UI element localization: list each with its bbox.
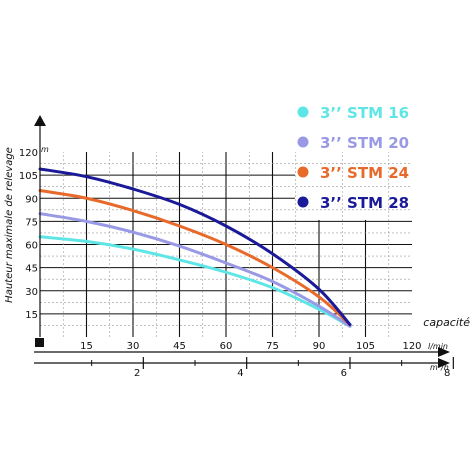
x2-tick-label: 8 bbox=[444, 368, 450, 379]
legend-background bbox=[295, 95, 470, 220]
x2-tick-label: 4 bbox=[237, 368, 243, 379]
x-tick-label: 120 bbox=[402, 341, 421, 352]
legend-swatch bbox=[297, 196, 309, 208]
x-tick-label: 30 bbox=[127, 341, 140, 352]
series-line-1 bbox=[38, 212, 352, 328]
x-axis-unit-lmin: l/min bbox=[428, 342, 448, 351]
y-tick-label: 60 bbox=[25, 241, 38, 252]
x-axis-title: capacité bbox=[423, 316, 470, 329]
legend-swatch bbox=[297, 136, 309, 148]
grid bbox=[40, 95, 470, 337]
legend-label: 3’’ STM 28 bbox=[320, 194, 409, 212]
y-axis-arrow bbox=[34, 115, 46, 126]
y-tick-label: 105 bbox=[19, 171, 38, 182]
x-tick-label: 15 bbox=[80, 341, 93, 352]
legend-swatch bbox=[297, 166, 309, 178]
y-axis-title: Hauteur maximale de relevage bbox=[4, 147, 15, 303]
series-line-0 bbox=[38, 235, 352, 328]
origin-marker bbox=[35, 338, 44, 347]
axes bbox=[34, 115, 454, 369]
x-axis-unit-m3h: m³/h bbox=[430, 363, 449, 372]
y-axis-unit: m bbox=[41, 145, 49, 154]
x-tick-label: 45 bbox=[173, 341, 186, 352]
legend-swatch bbox=[297, 106, 309, 118]
legend-label: 3’’ STM 16 bbox=[320, 104, 409, 122]
legend-label: 3’’ STM 24 bbox=[320, 164, 409, 182]
series-line-2 bbox=[38, 189, 352, 327]
x-tick-label: 105 bbox=[356, 341, 375, 352]
y-tick-label: 15 bbox=[25, 310, 38, 321]
legend: 3’’ STM 16 3’’ STM 20 3’’ STM 24 3’’ STM 28 bbox=[297, 104, 409, 212]
series-line-3 bbox=[38, 167, 352, 327]
x-tick-label: 75 bbox=[266, 341, 279, 352]
x-tick-label: 60 bbox=[220, 341, 233, 352]
y-tick-label: 45 bbox=[25, 264, 38, 275]
x-tick-label: 90 bbox=[313, 341, 326, 352]
y-tick-label: 75 bbox=[25, 217, 38, 228]
x2-tick-label: 6 bbox=[341, 368, 347, 379]
series-lines bbox=[38, 167, 352, 328]
y-tick-label: 30 bbox=[25, 287, 38, 298]
legend-label: 3’’ STM 20 bbox=[320, 134, 409, 152]
y-tick-label: 90 bbox=[25, 194, 38, 205]
x-axis-lmin-arrow bbox=[438, 347, 450, 357]
y-tick-label: 120 bbox=[19, 148, 38, 159]
x2-tick-label: 2 bbox=[134, 368, 140, 379]
tick-labels: 15 30 45 60 75 90 105 120 15 30 45 60 75 90 105 120 2 4 6 8 bbox=[19, 148, 450, 379]
x-axis-m3h-arrow bbox=[438, 358, 450, 368]
